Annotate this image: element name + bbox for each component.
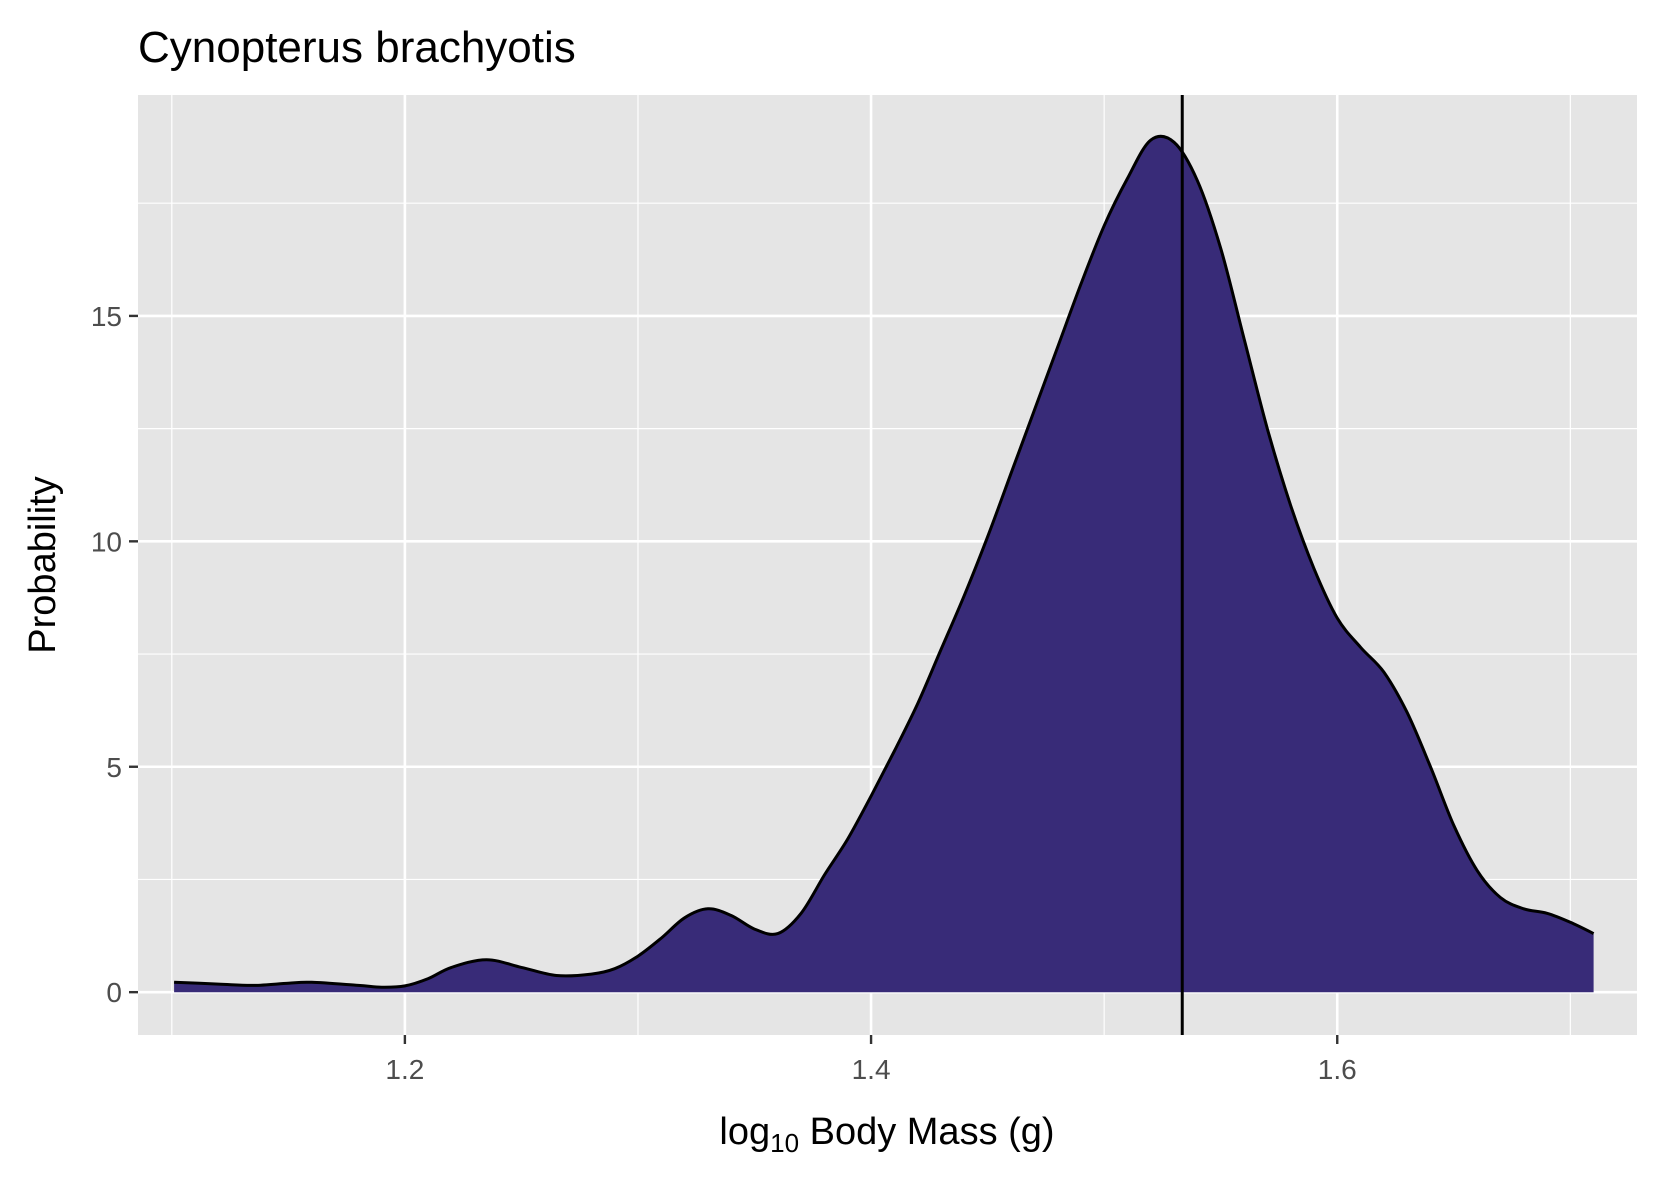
x-axis: 1.2 1.4 1.6 [385,1035,1357,1085]
density-area [174,136,1594,993]
y-tick-label: 0 [106,977,122,1008]
x-tick-label: 1.6 [1318,1054,1357,1085]
chart-title: Cynopterus brachyotis [138,23,576,72]
y-tick-label: 5 [106,752,122,783]
x-tick-label: 1.2 [385,1054,424,1085]
y-axis-title: Probability [22,476,64,653]
y-tick-label: 10 [91,526,122,557]
x-axis-title-base: log [719,1111,770,1153]
x-axis-title: log10 Body Mass (g) [719,1111,1054,1158]
x-tick-label: 1.4 [852,1054,891,1085]
y-axis: 0 5 10 15 [91,301,138,1008]
y-tick-label: 15 [91,301,122,332]
x-axis-title-rest: Body Mass (g) [799,1111,1055,1153]
density-line [174,134,1595,989]
x-axis-title-subscript: 10 [770,1128,799,1158]
